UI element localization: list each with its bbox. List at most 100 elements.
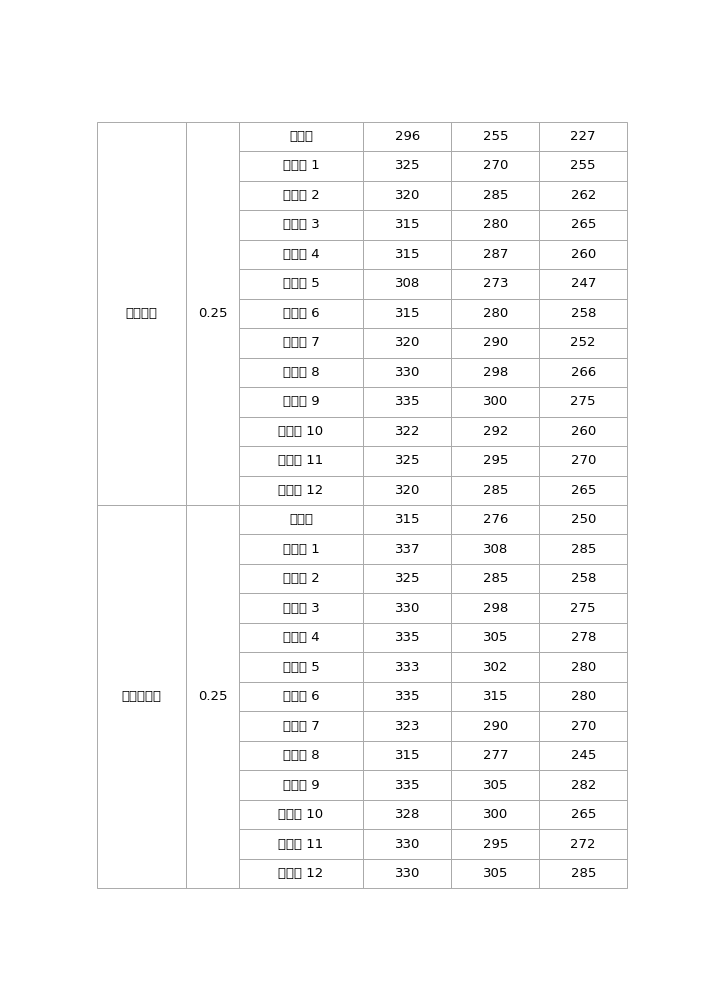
Text: 实施例 5: 实施例 5 bbox=[283, 277, 319, 290]
Bar bbox=[363, 534, 452, 564]
Bar bbox=[452, 682, 540, 711]
Bar bbox=[540, 711, 627, 741]
Text: 实施例 9: 实施例 9 bbox=[283, 779, 319, 792]
Text: 实施例 12: 实施例 12 bbox=[279, 867, 323, 880]
Bar bbox=[363, 829, 452, 859]
Bar bbox=[452, 299, 540, 328]
Bar bbox=[363, 328, 452, 358]
Bar bbox=[239, 269, 363, 299]
Text: 280: 280 bbox=[483, 218, 508, 231]
Bar bbox=[540, 210, 627, 240]
Text: 245: 245 bbox=[571, 749, 596, 762]
Bar bbox=[363, 446, 452, 476]
Text: 320: 320 bbox=[395, 484, 420, 497]
Bar bbox=[540, 151, 627, 181]
Bar bbox=[239, 122, 363, 151]
Bar bbox=[239, 446, 363, 476]
Bar bbox=[363, 269, 452, 299]
Text: 255: 255 bbox=[571, 159, 596, 172]
Bar bbox=[363, 210, 452, 240]
Text: 330: 330 bbox=[395, 867, 420, 880]
Bar bbox=[239, 711, 363, 741]
Text: 实施例 7: 实施例 7 bbox=[283, 336, 319, 349]
Text: 277: 277 bbox=[483, 749, 508, 762]
Bar bbox=[540, 181, 627, 210]
Text: 337: 337 bbox=[395, 543, 420, 556]
Text: 实施例 5: 实施例 5 bbox=[283, 661, 319, 674]
Bar bbox=[239, 210, 363, 240]
Text: 315: 315 bbox=[395, 749, 420, 762]
Bar bbox=[452, 181, 540, 210]
Text: 实施例 2: 实施例 2 bbox=[283, 189, 319, 202]
Text: 280: 280 bbox=[571, 690, 596, 703]
Text: 282: 282 bbox=[571, 779, 596, 792]
Bar bbox=[186, 122, 239, 505]
Bar bbox=[452, 446, 540, 476]
Bar bbox=[239, 800, 363, 829]
Text: 265: 265 bbox=[571, 484, 596, 497]
Text: 实施例 12: 实施例 12 bbox=[279, 484, 323, 497]
Text: 300: 300 bbox=[483, 808, 508, 821]
Text: 287: 287 bbox=[483, 248, 508, 261]
Text: 325: 325 bbox=[395, 454, 420, 467]
Bar bbox=[363, 505, 452, 534]
Text: 258: 258 bbox=[571, 307, 596, 320]
Text: 335: 335 bbox=[395, 690, 420, 703]
Text: 280: 280 bbox=[483, 307, 508, 320]
Text: 262: 262 bbox=[571, 189, 596, 202]
Bar bbox=[363, 711, 452, 741]
Text: 拉法基水泥: 拉法基水泥 bbox=[122, 690, 162, 703]
Text: 315: 315 bbox=[395, 218, 420, 231]
Bar bbox=[363, 181, 452, 210]
Text: 335: 335 bbox=[395, 395, 420, 408]
Text: 325: 325 bbox=[395, 572, 420, 585]
Text: 270: 270 bbox=[483, 159, 508, 172]
Bar bbox=[452, 711, 540, 741]
Bar bbox=[363, 358, 452, 387]
Bar bbox=[363, 682, 452, 711]
Text: 266: 266 bbox=[571, 366, 596, 379]
Text: 325: 325 bbox=[395, 159, 420, 172]
Bar bbox=[239, 151, 363, 181]
Bar bbox=[239, 417, 363, 446]
Bar bbox=[363, 652, 452, 682]
Bar bbox=[363, 564, 452, 593]
Text: 265: 265 bbox=[571, 808, 596, 821]
Text: 实施例 11: 实施例 11 bbox=[279, 838, 323, 851]
Bar bbox=[363, 299, 452, 328]
Text: 315: 315 bbox=[395, 248, 420, 261]
Bar bbox=[239, 299, 363, 328]
Text: 实施例 10: 实施例 10 bbox=[279, 808, 323, 821]
Bar bbox=[186, 505, 239, 888]
Bar bbox=[452, 122, 540, 151]
Text: 295: 295 bbox=[483, 838, 508, 851]
Bar bbox=[452, 829, 540, 859]
Bar bbox=[540, 328, 627, 358]
Text: 292: 292 bbox=[483, 425, 508, 438]
Bar bbox=[540, 122, 627, 151]
Text: 0.25: 0.25 bbox=[198, 307, 228, 320]
Text: 290: 290 bbox=[483, 336, 508, 349]
Bar bbox=[239, 181, 363, 210]
Bar bbox=[452, 564, 540, 593]
Text: 335: 335 bbox=[395, 779, 420, 792]
Text: 272: 272 bbox=[571, 838, 596, 851]
Text: 山东水泥: 山东水泥 bbox=[125, 307, 157, 320]
Text: 298: 298 bbox=[483, 366, 508, 379]
Bar bbox=[452, 240, 540, 269]
Bar bbox=[239, 328, 363, 358]
Text: 227: 227 bbox=[571, 130, 596, 143]
Bar bbox=[540, 505, 627, 534]
Bar bbox=[540, 358, 627, 387]
Text: 285: 285 bbox=[571, 543, 596, 556]
Bar bbox=[540, 534, 627, 564]
Bar bbox=[239, 505, 363, 534]
Bar bbox=[452, 623, 540, 652]
Bar bbox=[452, 534, 540, 564]
Bar bbox=[239, 829, 363, 859]
Bar bbox=[540, 593, 627, 623]
Bar bbox=[363, 741, 452, 770]
Text: 实施例 8: 实施例 8 bbox=[283, 749, 319, 762]
Text: 330: 330 bbox=[395, 366, 420, 379]
Text: 315: 315 bbox=[395, 307, 420, 320]
